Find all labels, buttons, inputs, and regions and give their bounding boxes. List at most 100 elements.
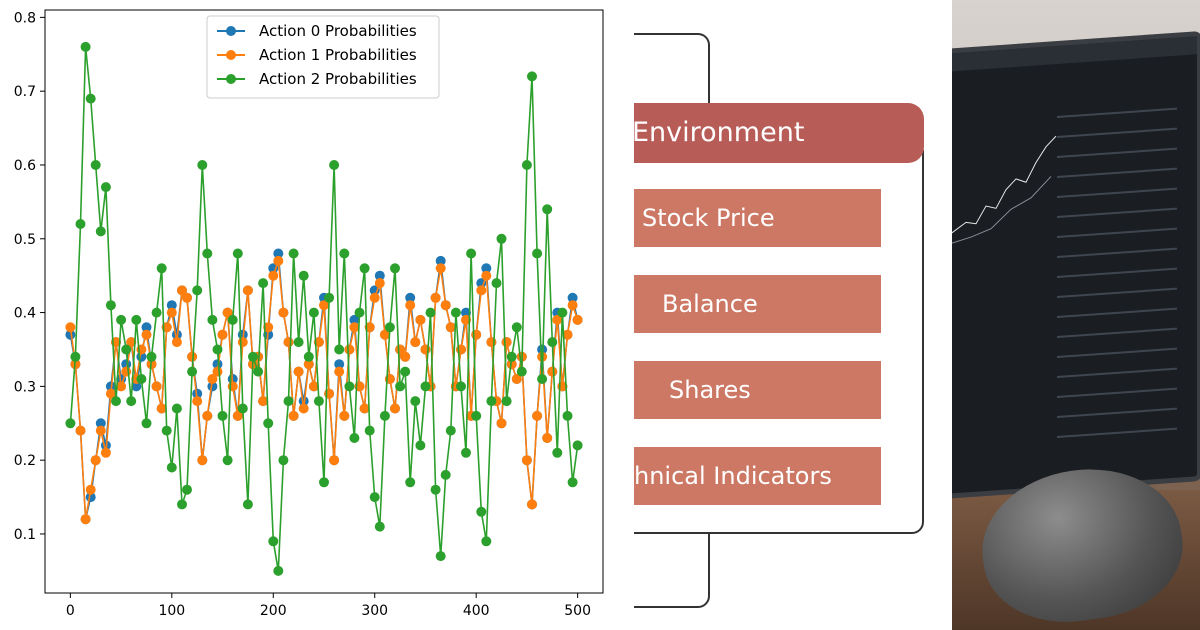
legend-swatch-marker xyxy=(226,26,236,36)
data-point-action-2 xyxy=(197,160,208,170)
data-point-action-2 xyxy=(161,425,172,436)
data-point-action-2 xyxy=(258,278,269,289)
data-point-action-2 xyxy=(542,204,553,215)
data-point-action-2 xyxy=(227,314,238,325)
data-point-action-1 xyxy=(242,285,253,296)
watchlist-row xyxy=(1057,127,1177,139)
x-tick-label: 0 xyxy=(66,603,75,619)
data-point-action-2 xyxy=(440,469,451,480)
data-point-action-2 xyxy=(70,351,81,362)
data-point-action-1 xyxy=(222,307,233,318)
y-tick-label: 0.8 xyxy=(14,10,36,26)
data-point-action-2 xyxy=(217,410,228,421)
data-point-action-2 xyxy=(222,455,233,466)
data-point-action-2 xyxy=(263,418,274,429)
data-point-action-1 xyxy=(90,455,101,466)
data-point-action-2 xyxy=(506,351,517,362)
watchlist-row xyxy=(1057,387,1177,399)
data-point-action-1 xyxy=(141,329,152,340)
x-tick-label: 100 xyxy=(158,603,185,619)
data-point-action-1 xyxy=(308,381,319,392)
data-point-action-1 xyxy=(298,403,309,414)
data-point-action-0 xyxy=(192,388,203,399)
data-point-action-0 xyxy=(567,292,578,303)
watchlist-row xyxy=(1057,327,1177,339)
data-point-action-2 xyxy=(100,182,111,193)
data-point-action-1 xyxy=(379,329,390,340)
x-tick-label: 400 xyxy=(463,603,490,619)
data-point-action-2 xyxy=(151,307,162,318)
data-point-action-0 xyxy=(95,418,106,429)
watchlist-row xyxy=(1057,187,1177,199)
environment-diagram: Environment Stock Price Balance Shares h… xyxy=(634,0,952,630)
data-point-action-2 xyxy=(75,219,86,229)
data-point-action-2 xyxy=(308,307,319,318)
data-point-action-1 xyxy=(521,455,532,466)
data-point-action-2 xyxy=(410,396,421,407)
data-point-action-2 xyxy=(288,248,299,259)
data-point-action-1 xyxy=(506,359,517,370)
data-point-action-2 xyxy=(435,551,446,562)
data-point-action-1 xyxy=(85,484,96,495)
data-point-action-2 xyxy=(334,344,345,355)
watchlist-row xyxy=(1057,227,1177,239)
data-point-action-2 xyxy=(136,374,147,384)
data-point-action-0 xyxy=(334,359,345,370)
legend-label: Action 1 Probabilities xyxy=(259,46,417,64)
data-point-action-0 xyxy=(374,270,385,281)
data-point-action-1 xyxy=(156,403,167,414)
data-point-action-2 xyxy=(557,307,568,318)
data-point-action-1 xyxy=(440,300,451,311)
data-point-action-1 xyxy=(192,396,203,407)
data-point-action-1 xyxy=(75,425,86,436)
data-point-action-1 xyxy=(151,381,162,392)
data-point-action-2 xyxy=(369,492,380,503)
data-point-action-2 xyxy=(456,381,466,392)
trading-laptop-photo xyxy=(952,0,1200,630)
data-point-action-2 xyxy=(177,499,187,510)
data-point-action-1 xyxy=(202,410,213,421)
data-point-action-0 xyxy=(121,359,132,370)
data-point-action-1 xyxy=(232,410,243,421)
data-point-action-0 xyxy=(212,359,223,370)
data-point-action-2 xyxy=(450,307,461,318)
watchlist-row xyxy=(1057,367,1177,379)
data-point-action-0 xyxy=(537,344,548,355)
data-point-action-2 xyxy=(237,403,248,414)
data-point-action-1 xyxy=(303,359,314,370)
watchlist-row xyxy=(1057,267,1177,279)
series-2 xyxy=(65,41,583,576)
y-tick-label: 0.4 xyxy=(14,306,36,322)
y-tick-label: 0.1 xyxy=(14,527,36,543)
data-point-action-0 xyxy=(141,322,152,333)
data-point-action-2 xyxy=(207,314,218,325)
data-point-action-2 xyxy=(141,418,152,429)
data-point-action-2 xyxy=(268,536,279,547)
data-point-action-2 xyxy=(248,351,258,362)
candlestick-chart-graphic xyxy=(952,135,1057,244)
y-tick-label: 0.7 xyxy=(14,84,36,100)
data-point-action-2 xyxy=(461,447,471,458)
connector-bottom-bracket xyxy=(634,534,710,608)
data-point-action-1 xyxy=(273,255,284,266)
data-point-action-2 xyxy=(329,160,340,170)
data-point-action-1 xyxy=(258,396,269,407)
data-point-action-2 xyxy=(405,477,416,488)
data-point-action-2 xyxy=(562,410,573,421)
environment-header: Environment xyxy=(634,103,924,163)
data-point-action-1 xyxy=(334,366,345,377)
watchlist-row xyxy=(1057,107,1177,119)
data-point-action-2 xyxy=(415,440,426,451)
data-point-action-0 xyxy=(207,381,218,392)
legend-swatch-marker xyxy=(226,50,236,60)
data-point-action-2 xyxy=(511,322,522,333)
data-point-action-0 xyxy=(268,263,279,274)
data-point-action-2 xyxy=(80,41,91,52)
data-point-action-1 xyxy=(100,447,111,458)
data-point-action-1 xyxy=(430,292,441,303)
data-point-action-1 xyxy=(527,499,537,510)
data-point-action-1 xyxy=(374,278,385,289)
data-point-action-2 xyxy=(374,521,385,532)
legend: Action 0 Probabilities Action 1 Probabili… xyxy=(206,15,440,99)
data-point-action-2 xyxy=(445,425,456,436)
